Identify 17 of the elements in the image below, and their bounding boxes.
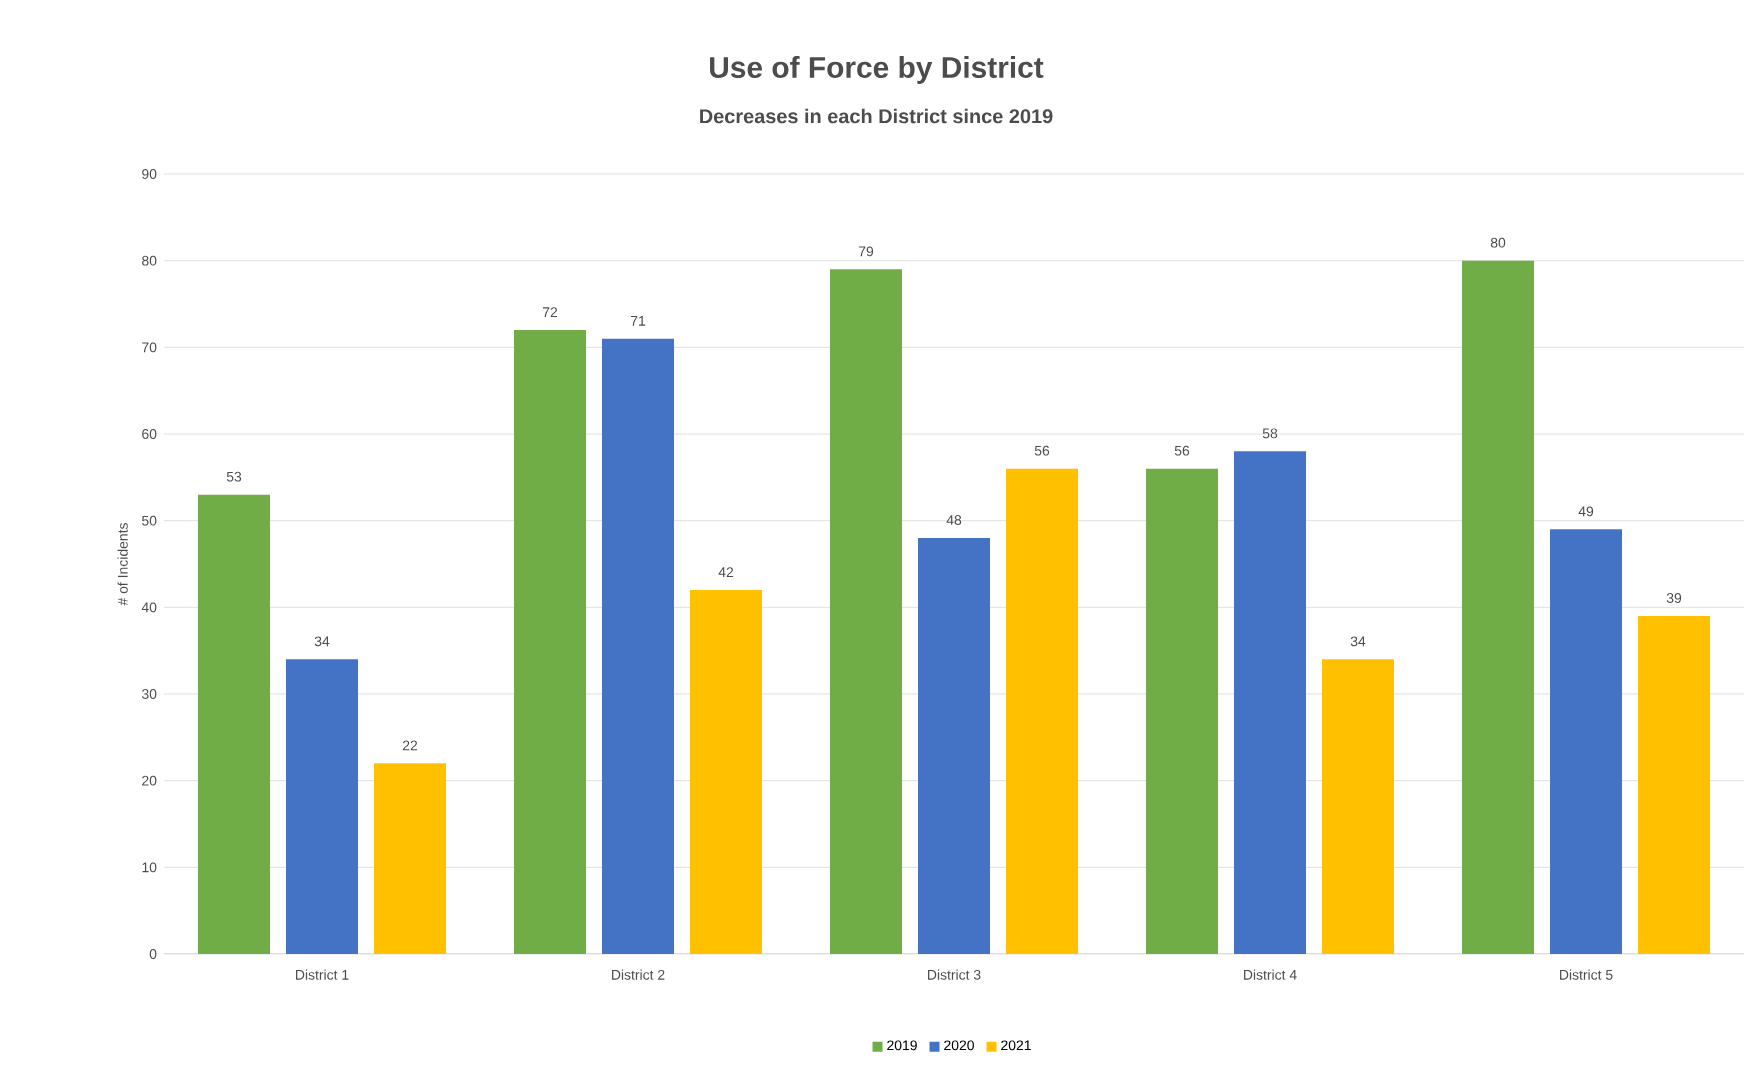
bar [1234, 451, 1307, 954]
bar [602, 338, 675, 954]
bar [1638, 616, 1711, 954]
bar [1550, 529, 1623, 954]
bar [690, 590, 763, 954]
bar [1462, 260, 1535, 954]
bar [286, 659, 359, 954]
bar [830, 269, 903, 954]
bar [374, 763, 447, 954]
chart-subtitle: Decreases in each District since 2019 [700, 108, 1053, 124]
bar [1006, 468, 1079, 954]
bar [1322, 659, 1395, 954]
bar [198, 494, 270, 954]
chart-title: Use of Force by District [710, 56, 1044, 84]
bar [514, 330, 587, 954]
bar [918, 538, 991, 954]
bar [1146, 468, 1219, 954]
